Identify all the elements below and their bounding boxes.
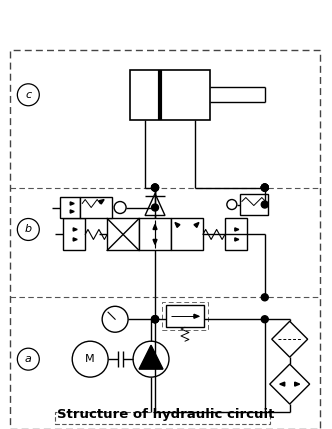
Circle shape (151, 184, 158, 191)
Circle shape (151, 204, 158, 211)
Bar (63, 218, 85, 251)
Text: b: b (25, 224, 32, 235)
Circle shape (261, 201, 268, 208)
Circle shape (151, 184, 158, 191)
Polygon shape (194, 223, 199, 227)
Polygon shape (280, 382, 285, 386)
Bar (166, 305, 204, 327)
Polygon shape (70, 202, 74, 205)
Polygon shape (272, 321, 308, 357)
Circle shape (114, 202, 126, 214)
Polygon shape (194, 314, 199, 318)
Circle shape (261, 184, 268, 191)
Circle shape (151, 316, 158, 323)
Polygon shape (145, 193, 165, 215)
Polygon shape (235, 228, 239, 231)
Polygon shape (295, 382, 300, 386)
Polygon shape (153, 224, 157, 230)
Polygon shape (153, 239, 157, 245)
Polygon shape (175, 223, 180, 227)
Text: M: M (85, 354, 95, 364)
Circle shape (261, 316, 268, 323)
Circle shape (261, 184, 268, 191)
Circle shape (151, 184, 158, 191)
Text: c: c (25, 90, 32, 100)
Polygon shape (270, 364, 310, 404)
Polygon shape (235, 238, 239, 241)
Bar (107, 218, 139, 251)
Circle shape (102, 306, 128, 332)
Polygon shape (73, 238, 77, 241)
Bar (60, 196, 80, 218)
Bar (225, 218, 247, 251)
Circle shape (261, 184, 268, 191)
Bar (171, 218, 203, 251)
Circle shape (151, 316, 158, 323)
Text: a: a (25, 354, 32, 364)
Polygon shape (70, 210, 74, 213)
Bar (139, 218, 171, 251)
Bar (130, 70, 210, 120)
Polygon shape (139, 345, 163, 369)
Polygon shape (99, 199, 104, 204)
Bar (10, 50, 320, 429)
Text: Structure of hydraulic circuit: Structure of hydraulic circuit (57, 408, 275, 421)
Bar (80, 196, 112, 218)
Bar (55, 412, 270, 424)
Circle shape (227, 199, 237, 209)
Bar (240, 193, 268, 215)
Bar (162, 302, 208, 330)
Circle shape (261, 294, 268, 301)
Circle shape (151, 316, 158, 323)
Circle shape (261, 184, 268, 191)
Polygon shape (73, 228, 77, 231)
